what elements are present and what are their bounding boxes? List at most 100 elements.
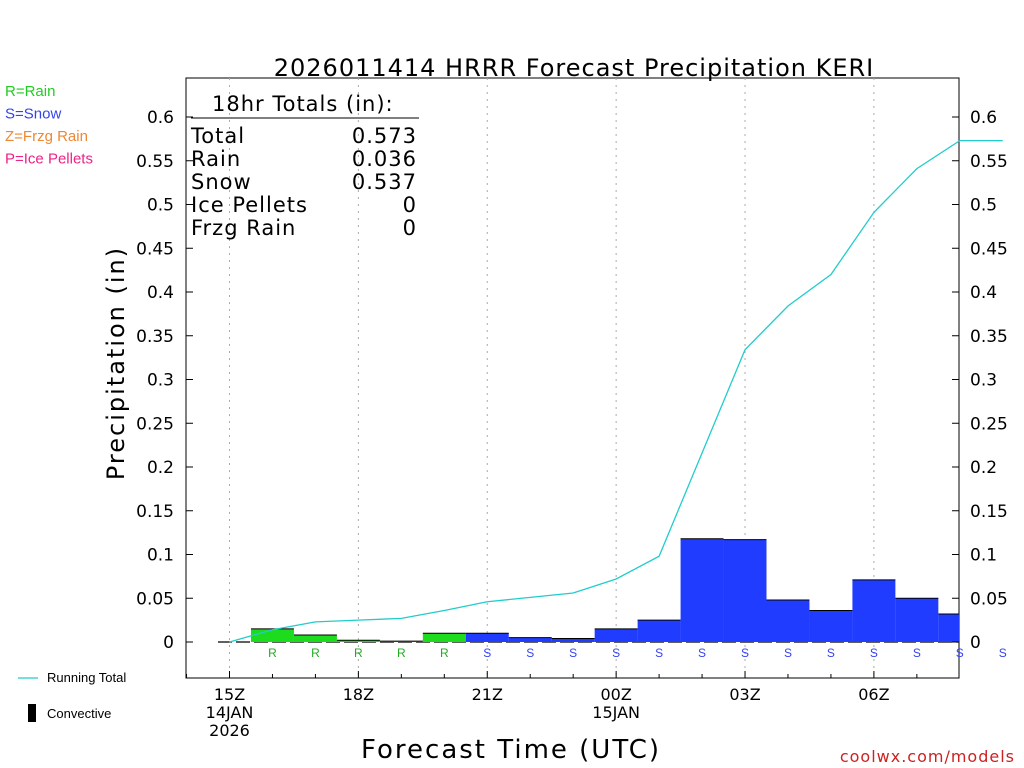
- y-axis-ticks: 0 00.05 0.050.1 0.10.15 0.150.2 0.20.25 0.250.…: [136, 108, 1008, 653]
- x-axis-label: Forecast Time (UTC): [361, 735, 661, 765]
- y-tick-label-left: 0.1: [147, 546, 174, 566]
- totals-row-label: Rain: [191, 147, 241, 171]
- ptype-marker: S: [999, 646, 1007, 660]
- precip-bar: [594, 628, 638, 642]
- running-total-legend-label: Running Total: [47, 670, 126, 685]
- y-tick-label-right: 0.4: [970, 283, 997, 303]
- plot-frame: [185, 77, 960, 679]
- convective-legend-swatch: [28, 704, 36, 722]
- totals-row-label: Total: [190, 124, 245, 148]
- y-tick-label-right: 0.35: [970, 327, 1008, 347]
- y-tick-label-right: 0.05: [970, 589, 1008, 609]
- ptype-marker: S: [483, 646, 491, 660]
- y-tick-label-right: 0: [970, 633, 981, 653]
- totals-heading: 18hr Totals (in):: [212, 92, 394, 116]
- credit-text: coolwx.com/models: [840, 747, 1015, 766]
- ptype-marker: S: [956, 646, 964, 660]
- ptype-marker: R: [397, 646, 406, 660]
- ptype-legend-item: R=Rain: [5, 83, 55, 100]
- precip-bar: [336, 640, 380, 642]
- ptype-marker: S: [526, 646, 534, 660]
- ptype-marker: S: [913, 646, 921, 660]
- totals-row-value: 0.036: [352, 147, 417, 171]
- x-tick-label: 15JAN: [592, 703, 640, 722]
- series-legend: Running Total Convective: [18, 670, 126, 722]
- precip-bar: [938, 614, 959, 642]
- convective-legend-label: Convective: [47, 706, 111, 721]
- x-tick-label: 2026: [209, 721, 250, 740]
- x-tick-label: 18Z: [343, 685, 374, 704]
- y-tick-label-left: 0.4: [147, 283, 174, 303]
- precip-bar: [250, 628, 294, 642]
- precip-bar: [508, 637, 552, 642]
- y-tick-label-left: 0.55: [136, 152, 174, 172]
- ptype-marker: R: [354, 646, 363, 660]
- precip-bar: [766, 600, 810, 642]
- y-tick-label-left: 0.25: [136, 414, 174, 434]
- ptype-marker: R: [311, 646, 320, 660]
- y-tick-label-left: 0: [163, 633, 174, 653]
- precip-bar: [422, 633, 466, 642]
- y-tick-label-right: 0.45: [970, 239, 1008, 259]
- x-tick-label: 14JAN: [206, 703, 254, 722]
- ptype-marker: S: [827, 646, 835, 660]
- running-total-line: [229, 139, 1003, 643]
- totals-row-label: Ice Pellets: [191, 193, 308, 217]
- precip-bar: [723, 539, 767, 642]
- y-tick-label-right: 0.6: [970, 108, 997, 128]
- y-tick-label-left: 0.05: [136, 589, 174, 609]
- ptype-legend-item: S=Snow: [5, 106, 61, 123]
- y-tick-label-left: 0.35: [136, 327, 174, 347]
- y-tick-label-right: 0.55: [970, 152, 1008, 172]
- y-tick-label-left: 0.15: [136, 502, 174, 522]
- y-tick-label-right: 0.1: [970, 546, 997, 566]
- precip-bar: [680, 538, 724, 642]
- precip-bar: [895, 598, 939, 642]
- chart-title: 2026011414 HRRR Forecast Precipitation K…: [274, 54, 875, 82]
- precip-bar: [465, 633, 509, 642]
- x-tick-label: 15Z: [214, 685, 245, 704]
- y-tick-label-right: 0.15: [970, 502, 1008, 522]
- totals-row-value: 0: [403, 216, 417, 240]
- ptype-marker: S: [698, 646, 706, 660]
- totals-box: 18hr Totals (in): Total 0.573 Rain 0.036 Sno…: [190, 92, 419, 240]
- ptype-marker: R: [268, 646, 277, 660]
- totals-row-value: 0.537: [352, 170, 417, 194]
- precip-bar: [551, 638, 595, 642]
- x-tick-label: 06Z: [858, 685, 889, 704]
- y-axis-label: Precipitation (in): [102, 246, 130, 480]
- ptype-legend-item: Z=Frzg Rain: [5, 128, 88, 145]
- y-tick-label-left: 0.3: [147, 371, 174, 391]
- precip-bar: [637, 620, 681, 642]
- ptype-marker: S: [784, 646, 792, 660]
- ptype-marker: S: [655, 646, 663, 660]
- totals-row-label: Snow: [191, 170, 252, 194]
- x-tick-label: 03Z: [729, 685, 760, 704]
- totals-row-label: Frzg Rain: [191, 216, 296, 240]
- y-tick-label-right: 0.3: [970, 371, 997, 391]
- x-tick-label: 00Z: [600, 685, 631, 704]
- y-tick-label-left: 0.45: [136, 239, 174, 259]
- y-tick-label-right: 0.2: [970, 458, 997, 478]
- ptype-marker: R: [440, 646, 449, 660]
- y-tick-label-right: 0.25: [970, 414, 1008, 434]
- ptype-marker: S: [612, 646, 620, 660]
- y-tick-label-left: 0.6: [147, 108, 174, 128]
- grid-lines: [229, 78, 875, 678]
- totals-row-value: 0: [403, 193, 417, 217]
- precip-bar: [852, 579, 896, 642]
- ptype-legend-item: P=Ice Pellets: [5, 151, 93, 168]
- ptype-legend: R=Rain S=Snow Z=Frzg Rain P=Ice Pellets: [5, 83, 93, 168]
- y-tick-label-right: 0.5: [970, 196, 997, 216]
- y-tick-label-left: 0.5: [147, 196, 174, 216]
- precip-bar: [293, 635, 337, 642]
- precip-bars: [250, 538, 959, 642]
- y-tick-label-left: 0.2: [147, 458, 174, 478]
- running-total-polyline: [229, 139, 1003, 643]
- ptype-marker: S: [870, 646, 878, 660]
- precip-bar: [809, 610, 853, 642]
- x-tick-label: 21Z: [472, 685, 503, 704]
